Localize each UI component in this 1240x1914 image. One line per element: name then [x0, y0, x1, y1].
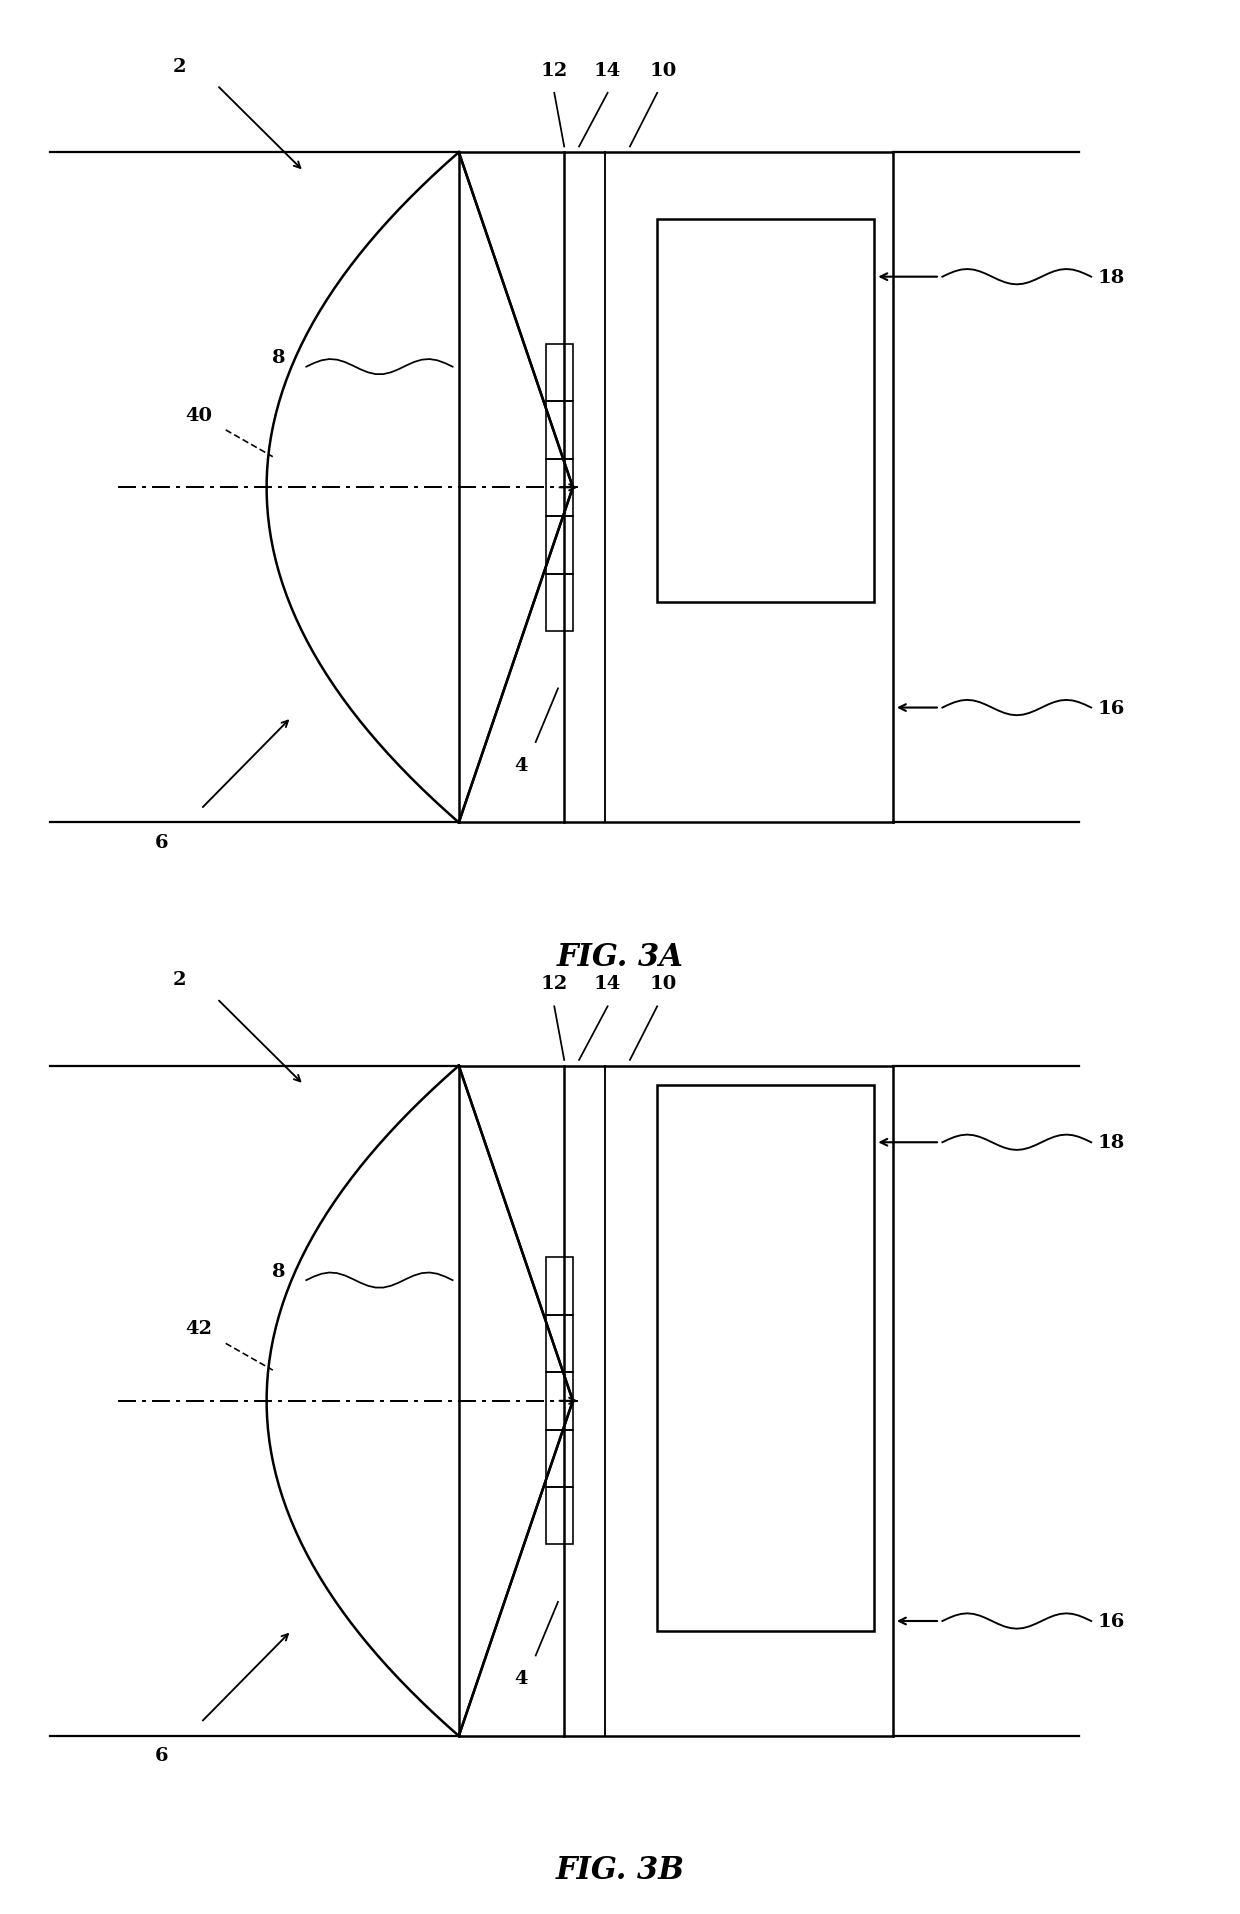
Text: 10: 10 — [650, 61, 677, 80]
Text: 2: 2 — [174, 57, 186, 77]
Text: 6: 6 — [155, 1746, 167, 1765]
Bar — [546, 1372, 573, 1430]
Bar — [546, 1315, 573, 1372]
Text: 40: 40 — [185, 406, 212, 425]
Bar — [546, 402, 573, 459]
Text: 12: 12 — [541, 61, 568, 80]
Text: 16: 16 — [1097, 1612, 1125, 1631]
Text: 42: 42 — [185, 1319, 212, 1338]
Text: 8: 8 — [273, 348, 285, 367]
Bar — [546, 1430, 573, 1487]
Text: 14: 14 — [594, 974, 621, 993]
Text: 4: 4 — [515, 1669, 527, 1688]
Text: 8: 8 — [273, 1261, 285, 1280]
Bar — [546, 345, 573, 402]
Text: 14: 14 — [594, 61, 621, 80]
Bar — [546, 517, 573, 574]
Text: 18: 18 — [1097, 268, 1125, 287]
Text: 10: 10 — [650, 974, 677, 993]
Text: 18: 18 — [1097, 1133, 1125, 1152]
Text: FIG. 3B: FIG. 3B — [556, 1855, 684, 1885]
Bar — [657, 220, 874, 603]
Text: 16: 16 — [1097, 699, 1125, 718]
Text: 12: 12 — [541, 974, 568, 993]
Text: 4: 4 — [515, 756, 527, 775]
Text: FIG. 3A: FIG. 3A — [557, 942, 683, 972]
Bar — [546, 1487, 573, 1545]
Bar — [546, 1257, 573, 1315]
Text: 2: 2 — [174, 970, 186, 990]
Text: 6: 6 — [155, 833, 167, 852]
Bar — [546, 459, 573, 517]
Bar — [657, 1085, 874, 1631]
Bar — [546, 574, 573, 632]
